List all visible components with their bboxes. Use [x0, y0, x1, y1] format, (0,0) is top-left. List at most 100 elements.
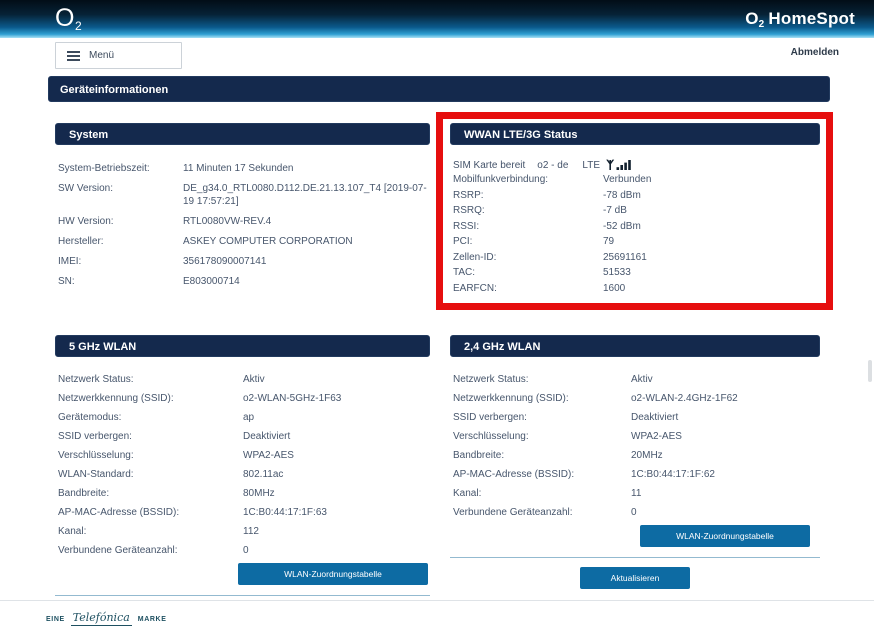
network-type: LTE [582, 159, 601, 171]
table-row: RSRP: -78 dBm [453, 189, 820, 204]
row-value: -7 dB [603, 205, 627, 216]
wwan-rows: Mobilfunkverbindung: Verbunden RSRP: -78 d… [450, 173, 820, 296]
row-label: Netzwerk Status: [58, 374, 134, 385]
row-value: 80MHz [243, 488, 275, 499]
row-value: -78 dBm [603, 189, 641, 201]
product-subscript: 2 [758, 18, 765, 30]
logo-subscript: 2 [74, 19, 83, 33]
table-row: EARFCN: 1600 [453, 282, 820, 297]
row-label: Zellen-ID: [453, 251, 497, 263]
wlan-mapping-table-button[interactable]: WLAN-Zuordnungstabelle [640, 525, 810, 547]
wwan-panel-title: WWAN LTE/3G Status [450, 123, 820, 145]
row-value: 20MHz [631, 450, 663, 461]
product-wordmark: O2 HomeSpot [745, 9, 855, 30]
product-letter: O [745, 8, 759, 28]
table-row: Netzwerk Status: Aktiv [58, 373, 430, 386]
row-value: WPA2-AES [631, 431, 682, 442]
row-label: IMEI: [58, 256, 82, 267]
row-value: Verbunden [603, 174, 652, 185]
row-value: -52 dBm [603, 220, 641, 232]
row-value: 112 [243, 526, 259, 537]
row-label: SSID verbergen: [453, 412, 527, 423]
table-row: System-Betriebszeit: 11 Minuten 17 Sekund… [58, 162, 430, 175]
table-row: SSID verbergen: Deaktiviert [453, 411, 820, 424]
row-value: Deaktiviert [631, 412, 679, 423]
table-row: RSSI: -52 dBm [453, 220, 820, 235]
row-label: Verschlüsselung: [58, 450, 134, 461]
row-label: EARFCN: [453, 282, 497, 294]
table-row: AP-MAC-Adresse (BSSID): 1C:B0:44:17:1F:62 [453, 468, 820, 481]
table-row: Bandbreite: 80MHz [58, 487, 430, 500]
table-row: Verschlüsselung: WPA2-AES [58, 449, 430, 462]
row-label: Verschlüsselung: [453, 431, 529, 442]
row-value: 79 [603, 236, 615, 247]
table-row: Netzwerkkennung (SSID): o2-WLAN-2.4GHz-1F… [453, 392, 820, 405]
row-label: Kanal: [58, 526, 87, 537]
table-row: Gerätemodus: ap [58, 411, 430, 424]
row-label: RSRQ: [453, 205, 485, 216]
table-row: Netzwerkkennung (SSID): o2-WLAN-5GHz-1F63 [58, 392, 430, 405]
row-value: E803000714 [183, 276, 240, 287]
table-row: RSRQ: -7 dB [453, 204, 820, 219]
scrollbar-thumb[interactable] [868, 360, 872, 382]
row-value: 1600 [603, 282, 626, 294]
table-row: WLAN-Standard: 802.11ac [58, 468, 430, 481]
sim-status-text: SIM Karte bereit [453, 159, 526, 171]
wwan-panel: WWAN LTE/3G Status SIM Karte bereit o2 -… [450, 123, 820, 297]
row-value: 1C:B0:44:17:1F:63 [243, 507, 327, 518]
row-value: 802.11ac [243, 469, 284, 480]
row-label: WLAN-Standard: [58, 469, 134, 480]
row-value: 11 Minuten 17 Sekunden [183, 163, 294, 174]
row-label: Bandbreite: [453, 450, 505, 461]
panels-grid: System System-Betriebszeit: 11 Minuten 17… [55, 123, 830, 627]
table-row: SN: E803000714 [58, 275, 430, 288]
o2-logo: O2 [55, 6, 83, 33]
product-name: HomeSpot [768, 8, 855, 28]
row-value: Deaktiviert [243, 431, 291, 442]
wlan-24ghz-rows: Netzwerk Status: Aktiv Netzwerkkennung (S… [450, 373, 820, 519]
wlan-5ghz-panel-title: 5 GHz WLAN [55, 335, 430, 357]
row-label: SSID verbergen: [58, 431, 132, 442]
brand-suffix: MARKE [137, 616, 167, 623]
logout-link[interactable]: Abmelden [790, 47, 839, 58]
table-row: Zellen-ID: 25691161 [453, 251, 820, 266]
table-row: Hersteller: ASKEY COMPUTER CORPORATION [58, 235, 430, 248]
app-header: O2 O2 HomeSpot [0, 0, 874, 38]
row-label: Netzwerkkennung (SSID): [58, 393, 174, 404]
row-label: Mobilfunkverbindung: [453, 174, 549, 185]
row-label: HW Version: [58, 216, 114, 227]
signal-strength-icon [606, 159, 631, 170]
refresh-button[interactable]: Aktualisieren [580, 567, 690, 589]
row-value: DE_g34.0_RTL0080.D112.DE.21.13.107_T4 [2… [183, 183, 427, 207]
row-value: ASKEY COMPUTER CORPORATION [183, 236, 353, 247]
row-label: Verbundene Geräteanzahl: [453, 507, 573, 518]
row-value: Aktiv [243, 374, 265, 385]
content-container: Geräteinformationen System System-Betrie… [48, 76, 830, 627]
row-value: 51533 [603, 267, 631, 278]
table-row: Kanal: 11 [453, 487, 820, 500]
menu-button[interactable]: Menü [55, 42, 182, 69]
row-value: o2-WLAN-5GHz-1F63 [243, 393, 342, 404]
row-value: RTL0080VW-REV.4 [183, 216, 272, 227]
row-label: AP-MAC-Adresse (BSSID): [453, 469, 575, 480]
telefonica-logo: Telefónica [70, 611, 132, 626]
row-label: Kanal: [453, 488, 482, 499]
table-row: Bandbreite: 20MHz [453, 449, 820, 462]
row-label: AP-MAC-Adresse (BSSID): [58, 507, 180, 518]
table-row: SSID verbergen: Deaktiviert [58, 430, 430, 443]
table-row: Verbundene Geräteanzahl: 0 [453, 506, 820, 519]
row-label: SN: [58, 276, 75, 287]
row-label: Bandbreite: [58, 488, 110, 499]
wlan-5ghz-rows: Netzwerk Status: Aktiv Netzwerkkennung (S… [55, 373, 430, 557]
brand-prefix: EINE [46, 616, 65, 623]
row-label: TAC: [453, 267, 476, 278]
table-row: SW Version: DE_g34.0_RTL0080.D112.DE.21.1… [58, 182, 430, 208]
row-value: 1C:B0:44:17:1F:62 [631, 469, 715, 480]
wlan-mapping-table-button[interactable]: WLAN-Zuordnungstabelle [238, 563, 428, 585]
row-label: PCI: [453, 236, 473, 247]
table-row: Mobilfunkverbindung: Verbunden [453, 173, 820, 188]
menu-row: Menü Abmelden [0, 38, 874, 76]
row-value: 0 [631, 507, 637, 518]
row-value: 25691161 [603, 251, 647, 263]
table-row: Netzwerk Status: Aktiv [453, 373, 820, 386]
